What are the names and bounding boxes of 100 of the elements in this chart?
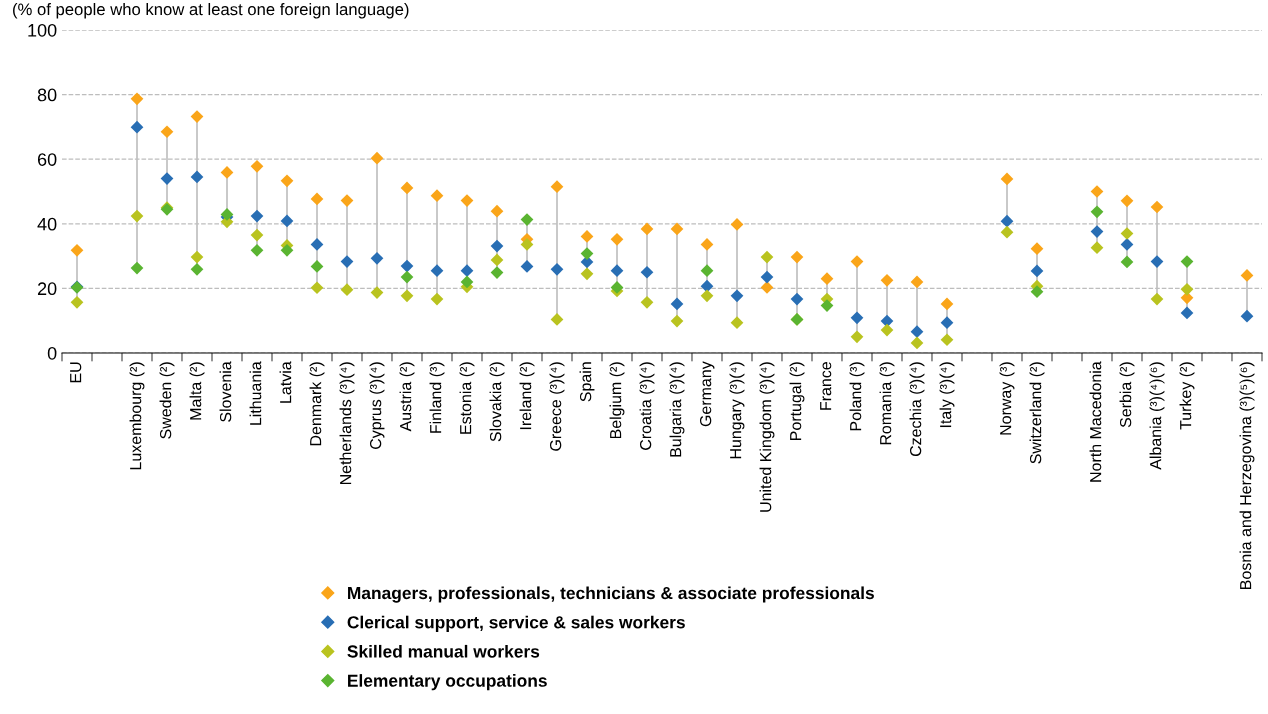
point xyxy=(280,243,294,257)
x-tick-label: Netherlands (³)(⁴) xyxy=(339,362,355,485)
x-tick-label: Germany xyxy=(699,361,715,427)
x-tick-label: Estonia (²) xyxy=(459,362,475,434)
point xyxy=(700,279,714,293)
point xyxy=(70,295,84,309)
point xyxy=(370,252,384,265)
point xyxy=(940,333,954,347)
point xyxy=(1030,264,1044,278)
x-tick-label: Ireland (²) xyxy=(519,362,535,430)
point xyxy=(250,209,264,223)
x-tick-label: Denmark (²) xyxy=(309,362,325,446)
legend-label: Skilled manual workers xyxy=(347,644,540,658)
x-tick-label: Czechia (³)(⁴) xyxy=(909,362,925,457)
x-tick-label: Belgium (²) xyxy=(609,362,625,439)
point xyxy=(340,283,354,297)
point xyxy=(400,181,414,195)
x-tick-label: Bosnia and Herzegovina (³)(⁵)(⁶) xyxy=(1239,362,1255,589)
point xyxy=(1180,283,1194,296)
y-tick-label: 80 xyxy=(37,88,57,102)
x-tick-label: Switzerland (²) xyxy=(1029,362,1045,464)
point xyxy=(190,262,204,276)
point xyxy=(310,281,324,295)
x-tick-label: Luxembourg (²) xyxy=(129,362,145,470)
point xyxy=(670,297,684,311)
point xyxy=(490,253,504,267)
x-tick-label: Norway (³) xyxy=(999,362,1015,435)
x-tick-label: Slovenia xyxy=(219,361,232,422)
point xyxy=(730,289,744,303)
point xyxy=(280,174,294,188)
point xyxy=(790,250,804,264)
y-tick-label: 100 xyxy=(28,23,57,37)
point xyxy=(640,265,654,279)
point xyxy=(1120,194,1134,208)
point xyxy=(700,289,714,303)
x-tick-label: Austria (²) xyxy=(399,362,415,432)
x-tick-label: Serbia (²) xyxy=(1119,362,1135,428)
legend-label: Managers, professionals, technicians & associate professionals xyxy=(348,586,874,603)
point xyxy=(250,243,264,257)
point xyxy=(910,325,924,339)
point xyxy=(1180,306,1194,320)
point xyxy=(1240,309,1254,323)
point xyxy=(460,275,474,289)
x-tick-label: North Macedonia xyxy=(1089,361,1102,482)
point xyxy=(1000,214,1014,228)
x-tick-label: Hungary (³)(⁴) xyxy=(729,362,745,459)
point xyxy=(880,323,894,337)
point xyxy=(400,270,414,284)
y-tick-label: 60 xyxy=(37,153,57,166)
point xyxy=(580,267,594,281)
point xyxy=(490,239,504,253)
x-tick-label: Romania (³) xyxy=(879,362,895,445)
legend-label: Elementary occupations xyxy=(348,674,547,691)
point xyxy=(160,125,174,139)
x-tick-label: Latvia xyxy=(279,361,292,403)
point xyxy=(280,214,294,228)
legend-label: Clerical support, service & sales workers xyxy=(347,615,685,632)
x-tick-label: EU xyxy=(70,362,82,383)
point xyxy=(1150,292,1164,306)
point xyxy=(910,275,924,289)
point xyxy=(190,250,204,264)
point xyxy=(880,314,894,328)
point xyxy=(250,159,264,173)
y-tick-label: 40 xyxy=(37,217,57,231)
point xyxy=(400,289,414,303)
x-tick-label: Croatia (³)(⁴) xyxy=(639,362,655,450)
x-tick-label: Turkey (²) xyxy=(1179,362,1195,430)
point xyxy=(400,259,414,273)
point xyxy=(670,222,684,236)
x-tick-label: Finland (³) xyxy=(429,362,445,433)
point xyxy=(670,314,684,328)
point xyxy=(1000,225,1014,239)
point xyxy=(850,330,864,344)
point xyxy=(550,262,564,276)
point xyxy=(1150,200,1164,214)
point xyxy=(850,311,864,325)
point xyxy=(910,336,924,350)
point xyxy=(760,270,774,284)
point xyxy=(820,272,834,286)
x-tick-label: Spain xyxy=(579,362,595,402)
point xyxy=(940,297,954,311)
point xyxy=(430,292,444,306)
x-tick-label: Malta (²) xyxy=(189,362,205,420)
point xyxy=(490,204,504,218)
point xyxy=(790,292,804,306)
point xyxy=(1030,242,1044,256)
point xyxy=(130,120,144,134)
point xyxy=(880,273,894,287)
x-tick-label: Slovakia (²) xyxy=(489,362,505,442)
x-tick-label: Italy (³)(⁴) xyxy=(939,362,955,428)
point xyxy=(130,92,144,106)
point xyxy=(640,222,654,236)
point xyxy=(550,180,564,194)
point xyxy=(250,228,264,242)
x-tick-label: Portugal (²) xyxy=(789,362,805,440)
point xyxy=(1090,241,1104,255)
point xyxy=(760,250,774,264)
point xyxy=(190,170,204,184)
x-tick-label: Bulgaria (³)(⁴) xyxy=(669,362,685,457)
point xyxy=(370,151,384,165)
